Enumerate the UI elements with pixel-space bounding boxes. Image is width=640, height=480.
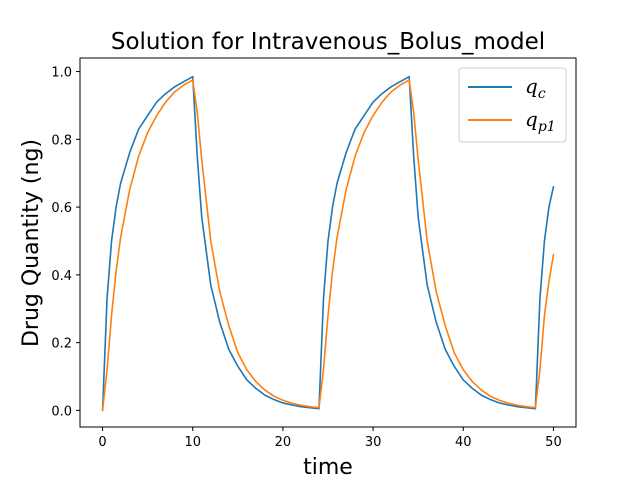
legend: qc qp1 — [458, 67, 567, 143]
x-tick-label: 10 — [184, 435, 201, 450]
y-tick-label: 1.0 — [51, 66, 72, 81]
y-tick-label: 0.2 — [51, 337, 72, 352]
plot-lines — [101, 75, 555, 412]
x-ticks: 0 10 20 30 40 50 — [98, 427, 562, 450]
y-tick-label: 0.4 — [51, 269, 72, 284]
legend-label-qc-name: q — [525, 74, 538, 98]
x-axis-label: time — [303, 455, 353, 480]
x-tick-label: 40 — [455, 435, 472, 450]
legend-label-qc: qc — [525, 74, 546, 102]
y-tick-label: 0.6 — [51, 201, 72, 216]
y-ticks: 0.0 0.2 0.4 0.6 0.8 1.0 — [51, 66, 80, 419]
chart-title: Solution for Intravenous_Bolus_model — [111, 29, 545, 55]
series-line-qp1 — [101, 79, 555, 412]
y-axis-label: Drug Quantity (ng) — [19, 139, 44, 347]
plot-frame — [79, 57, 577, 428]
y-tick-label: 0.8 — [51, 133, 72, 148]
y-tick-label: 0.0 — [51, 404, 72, 419]
x-tick-label: 20 — [275, 435, 292, 450]
x-tick-label: 30 — [365, 435, 382, 450]
legend-label-qc-subscript: c — [538, 86, 546, 102]
x-tick-label: 0 — [98, 435, 106, 450]
series-line-qc — [101, 75, 555, 412]
legend-label-qp1-subscript: p1 — [538, 119, 556, 135]
x-tick-label: 50 — [545, 435, 562, 450]
legend-label-qp1: qp1 — [525, 107, 556, 135]
legend-label-qp1-name: q — [525, 107, 538, 131]
